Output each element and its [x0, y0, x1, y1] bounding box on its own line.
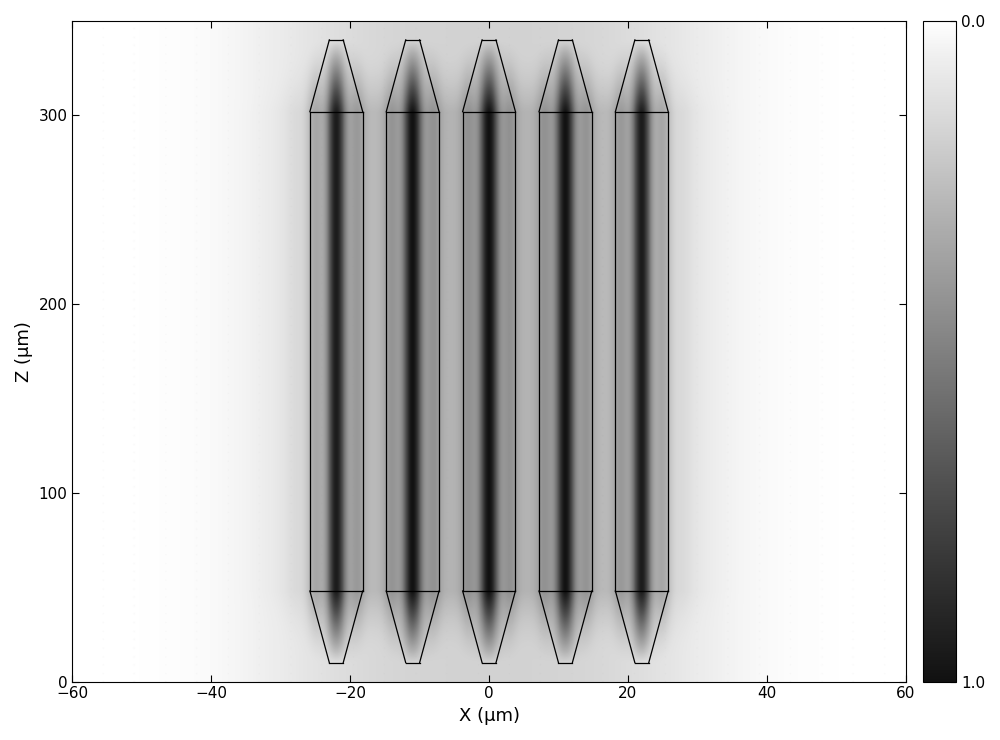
X-axis label: X (μm): X (μm): [459, 707, 520, 725]
Y-axis label: Z (μm): Z (μm): [15, 321, 33, 382]
